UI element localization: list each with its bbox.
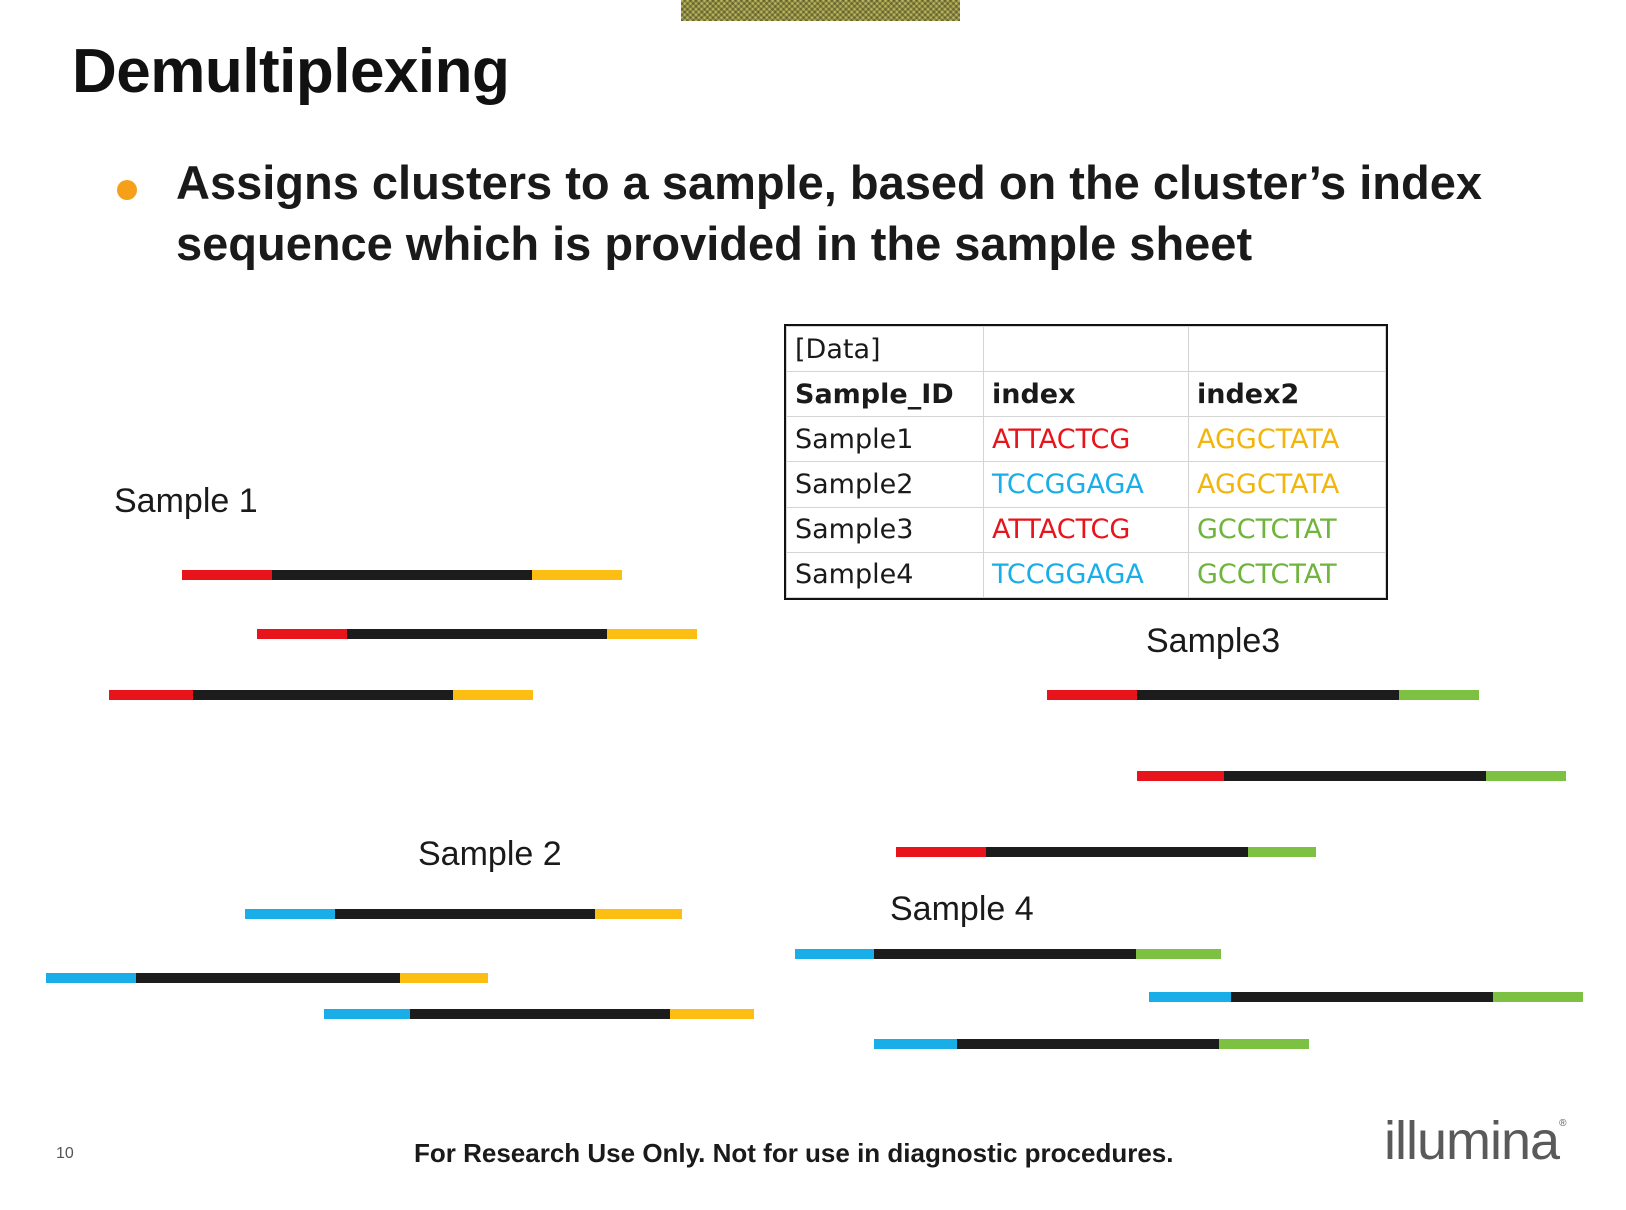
read-sample-3 [1137, 771, 1566, 781]
index2-segment [670, 1009, 754, 1019]
sample-4-label: Sample 4 [890, 890, 1034, 928]
insert-segment [335, 909, 595, 919]
page-number: 10 [56, 1145, 74, 1162]
table-row: Sample4 TCCGGAGA GCCTCTAT [786, 551, 1386, 599]
index-segment [109, 690, 193, 700]
insert-segment [957, 1039, 1219, 1049]
index2-segment [1248, 847, 1316, 857]
read-sample-4 [1149, 992, 1583, 1002]
index2-segment [595, 909, 682, 919]
disclaimer-text: For Research Use Only. Not for use in di… [414, 1138, 1174, 1168]
index2-segment [400, 973, 488, 983]
insert-segment [347, 629, 607, 639]
read-sample-4 [795, 949, 1221, 959]
index-cell: TCCGGAGA [983, 461, 1189, 508]
index2-segment [607, 629, 697, 639]
table-row: Sample1 ATTACTCG AGGCTATA [786, 416, 1386, 463]
insert-segment [410, 1009, 670, 1019]
bullet-text: Assigns clusters to a sample, based on t… [176, 156, 1482, 270]
table-row: Sample3 ATTACTCG GCCTCTAT [786, 506, 1386, 553]
sample-id-cell: Sample4 [786, 551, 984, 599]
read-sample-4 [874, 1039, 1309, 1049]
insert-segment [272, 570, 532, 580]
sample-1-label: Sample 1 [114, 482, 258, 520]
insert-segment [1224, 771, 1486, 781]
sample-sheet-table: [Data] Sample_ID index index2 Sample1 AT… [784, 324, 1388, 600]
index-segment [245, 909, 335, 919]
header-tab-decoration [681, 0, 960, 21]
slide-title: Demultiplexing [72, 37, 510, 106]
read-sample-1 [257, 629, 697, 639]
index-segment [874, 1039, 957, 1049]
insert-segment [193, 690, 453, 700]
index-segment [795, 949, 874, 959]
insert-segment [874, 949, 1136, 959]
logo-wordmark: illumina [1384, 1111, 1560, 1171]
index-segment [1047, 690, 1137, 700]
index-segment [1149, 992, 1231, 1002]
index2-cell: GCCTCTAT [1188, 551, 1386, 599]
sample-id-cell: Sample3 [786, 506, 984, 553]
sample-id-cell: Sample2 [786, 461, 984, 508]
index-segment [324, 1009, 410, 1019]
index-cell: TCCGGAGA [983, 551, 1189, 599]
column-header-sample-id: Sample_ID [786, 371, 984, 418]
index2-segment [453, 690, 533, 700]
index2-segment [1136, 949, 1221, 959]
read-sample-3 [1047, 690, 1479, 700]
index-segment [1137, 771, 1224, 781]
index2-segment [532, 570, 622, 580]
insert-segment [1137, 690, 1399, 700]
read-sample-1 [109, 690, 533, 700]
read-sample-1 [182, 570, 622, 580]
insert-segment [136, 973, 400, 983]
index-segment [46, 973, 136, 983]
index2-cell: AGGCTATA [1188, 416, 1386, 463]
insert-segment [986, 847, 1248, 857]
index-cell: ATTACTCG [983, 416, 1189, 463]
index2-segment [1219, 1039, 1309, 1049]
table-cell [983, 325, 1189, 373]
sample-id-cell: Sample1 [786, 416, 984, 463]
table-cell: [Data] [786, 325, 984, 373]
table-cell [1188, 325, 1386, 373]
index-segment [182, 570, 272, 580]
column-header-index: index [983, 371, 1189, 418]
sample-2-label: Sample 2 [418, 835, 562, 873]
index2-segment [1486, 771, 1566, 781]
index-segment [896, 847, 986, 857]
insert-segment [1231, 992, 1493, 1002]
table-header-row: Sample_ID index index2 [786, 371, 1386, 418]
index2-cell: GCCTCTAT [1188, 506, 1386, 553]
sample-3-label: Sample3 [1146, 622, 1281, 660]
index-segment [257, 629, 347, 639]
read-sample-2 [46, 973, 488, 983]
read-sample-2 [245, 909, 682, 919]
index-cell: ATTACTCG [983, 506, 1189, 553]
column-header-index2: index2 [1188, 371, 1386, 418]
illumina-logo: illumina® [1384, 1111, 1567, 1171]
table-row: Sample2 TCCGGAGA AGGCTATA [786, 461, 1386, 508]
index2-cell: AGGCTATA [1188, 461, 1386, 508]
index2-segment [1493, 992, 1583, 1002]
table-row: [Data] [786, 325, 1386, 373]
index2-segment [1399, 690, 1479, 700]
read-sample-2 [324, 1009, 754, 1019]
read-sample-3 [896, 847, 1316, 857]
bullet-dot-icon [117, 180, 137, 200]
